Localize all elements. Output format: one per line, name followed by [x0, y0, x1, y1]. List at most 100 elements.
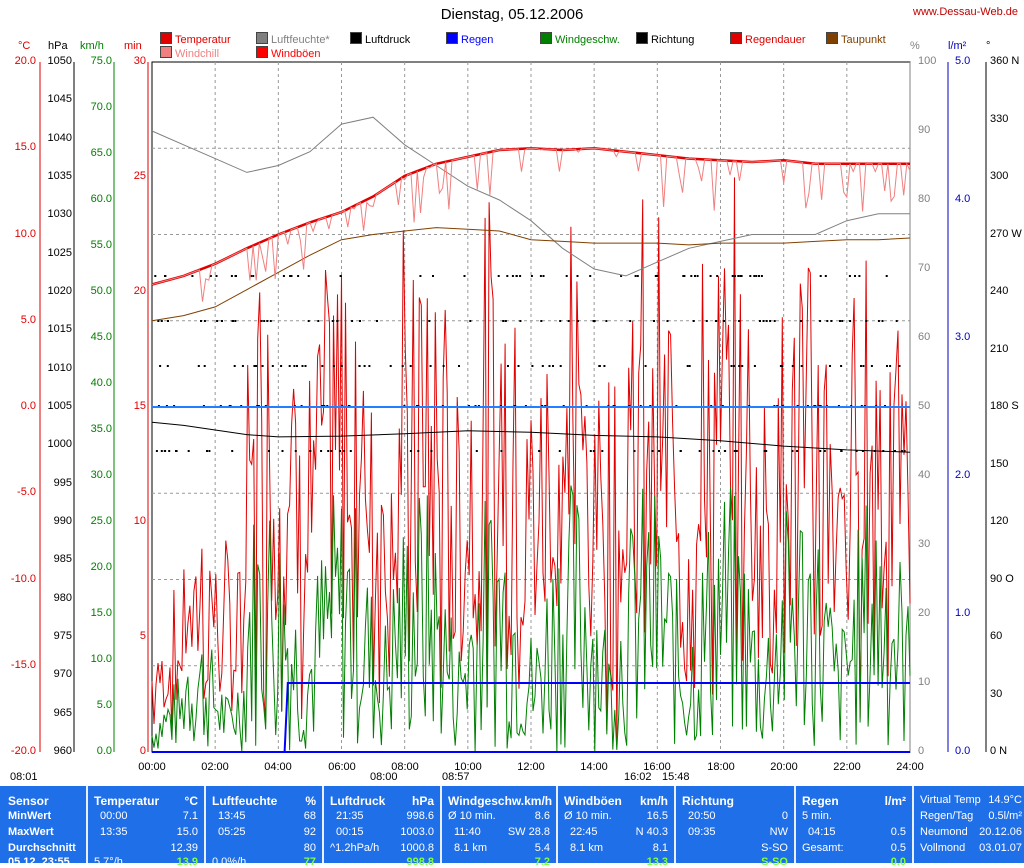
cell: 8.1 km — [570, 842, 604, 854]
direction-dot — [592, 320, 595, 322]
time-tick: 02:00 — [201, 761, 229, 773]
legend-item: Taupunkt — [826, 32, 886, 46]
direction-dot — [309, 450, 312, 452]
temp-tick: 15.0 — [14, 141, 36, 154]
direction-dot — [349, 450, 352, 452]
duration-tick: 0 — [139, 745, 146, 757]
sun-time-3: 16:02 — [624, 771, 652, 783]
press-unit: hPa — [48, 40, 68, 52]
direction-dot — [260, 320, 263, 322]
direction-dot — [848, 275, 851, 277]
direction-dot — [620, 275, 623, 277]
cell: 8.6 — [534, 810, 550, 822]
gust-line — [151, 177, 911, 743]
direction-dot — [840, 450, 843, 452]
cell: 04:15 — [808, 826, 836, 838]
direction-dot — [690, 275, 693, 277]
direction-dot — [317, 320, 320, 322]
direction-dot — [261, 365, 264, 367]
direction-dot — [281, 450, 284, 452]
wind-tick: 60.0 — [90, 193, 112, 205]
pressure-tick: 1005 — [47, 400, 72, 412]
wind-tick: 65.0 — [90, 147, 112, 159]
wind-tick: 70.0 — [90, 101, 112, 113]
humidity-tick: 30 — [918, 538, 931, 550]
direction-dot — [683, 275, 686, 277]
direction-dot — [765, 320, 768, 322]
time-tick: 08:00 — [391, 761, 419, 773]
cell: 14.9°C — [988, 794, 1022, 806]
direction-dot — [297, 275, 300, 277]
direction-dot — [469, 320, 472, 322]
temp-header: Temperatur — [94, 794, 160, 808]
cell: S-SO — [761, 856, 788, 868]
pressure-tick: 980 — [53, 591, 72, 604]
direction-dot — [401, 365, 404, 367]
direction-dot — [592, 450, 595, 452]
direction-dot — [740, 275, 743, 277]
direction-dot — [332, 365, 335, 367]
direction-dot — [289, 275, 292, 277]
direction-dot — [830, 320, 833, 322]
cell: 13:45 — [218, 810, 246, 822]
row-label: 05.12. 23:55 — [8, 856, 70, 868]
legend-swatch — [446, 32, 458, 44]
direction-dot — [598, 365, 601, 367]
gust-header: Windböen — [564, 794, 622, 808]
direction-dot — [712, 450, 715, 452]
pressure-tick: 1000 — [47, 438, 72, 451]
direction-dot — [552, 365, 554, 367]
direction-dot — [515, 275, 518, 277]
direction-dot — [559, 320, 562, 322]
direction-dot — [755, 275, 758, 277]
direction-dot — [293, 365, 296, 367]
time-tick: 10:00 — [454, 761, 482, 773]
direction-dot — [733, 450, 736, 452]
direction-dot — [753, 365, 756, 367]
direction-dot — [321, 365, 324, 367]
cell: 00:00 — [100, 810, 128, 822]
legend-swatch — [256, 46, 268, 58]
direction-dot — [694, 275, 696, 277]
direction-dot — [429, 365, 432, 367]
pressure-tick: 1030 — [47, 208, 72, 221]
legend-item: Windchill — [160, 46, 219, 60]
direction-dot — [763, 450, 766, 452]
legend-swatch — [160, 32, 172, 44]
direction-dot — [475, 450, 478, 452]
legend-swatch — [256, 32, 268, 44]
direction-header: Richtung — [682, 794, 734, 808]
duration-tick: 15 — [133, 400, 146, 412]
cell: 13.3 — [646, 856, 668, 868]
direction-dot — [301, 365, 304, 367]
direction-dot — [840, 365, 843, 367]
temp-tick: 5.0 — [20, 313, 36, 326]
cell: N 40.3 — [635, 826, 668, 838]
cell: Gesamt: — [802, 842, 844, 854]
direction-dot — [203, 365, 206, 367]
direction-dot — [463, 275, 466, 277]
direction-dot — [539, 275, 542, 277]
direction-dot — [762, 320, 765, 322]
pressure-tick: 985 — [53, 553, 72, 566]
cell: Virtual Temp — [920, 794, 981, 806]
direction-dot — [739, 275, 742, 277]
direction-dot — [282, 275, 285, 277]
legend-label: Luftdruck — [365, 34, 411, 46]
humidity-tick: 10 — [918, 676, 931, 688]
direction-tick: 210 — [990, 342, 1009, 355]
site-link[interactable]: www.Dessau-Web.de — [913, 6, 1018, 18]
time-tick: 22:00 — [833, 761, 861, 773]
pressure-header: Luftdruck — [330, 794, 386, 808]
direction-dot — [206, 450, 208, 452]
legend-item: Regen — [446, 32, 493, 46]
temp-tick: 10.0 — [14, 227, 36, 240]
direction-dot — [565, 275, 568, 277]
legend-label: Windgeschw. — [555, 34, 620, 46]
duration-tick: 10 — [133, 515, 146, 527]
direction-dot — [159, 365, 162, 367]
legend-item: Windböen — [256, 46, 321, 60]
cell: 16.5 — [646, 810, 668, 822]
row-label: MinWert — [8, 810, 52, 822]
wind-tick: 50.0 — [90, 285, 112, 297]
